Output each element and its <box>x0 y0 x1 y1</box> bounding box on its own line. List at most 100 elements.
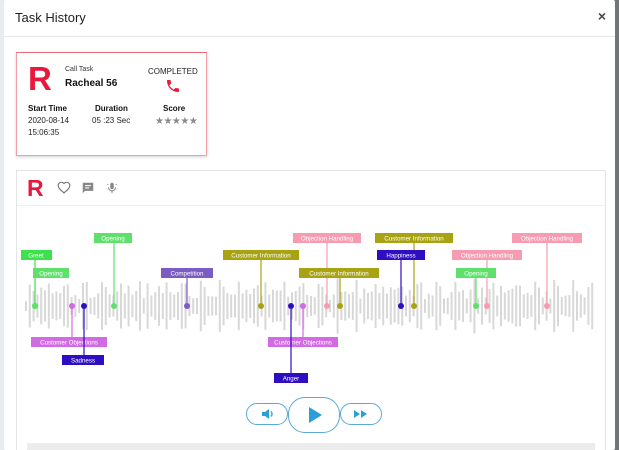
waveform-bar <box>306 294 309 318</box>
waveform-bar <box>427 293 430 319</box>
tag-marker[interactable]: Customer Information <box>299 268 379 309</box>
waveform-bar <box>310 295 312 317</box>
waveform-timeline[interactable]: Greet Opening Opening Competition Customer I… <box>21 221 601 401</box>
tag-marker[interactable]: Customer Objections <box>268 303 338 347</box>
waveform-bar <box>378 292 381 320</box>
tag-marker[interactable]: Opening <box>456 268 496 309</box>
waveform-bar <box>420 282 423 330</box>
microphone-icon[interactable] <box>105 181 119 195</box>
tag-marker[interactable]: Customer Information <box>223 250 299 309</box>
tag-dot <box>32 303 38 309</box>
waveform-bar <box>150 295 153 317</box>
volume-button[interactable] <box>246 403 288 425</box>
heart-icon[interactable] <box>57 181 71 195</box>
tag-dot <box>81 303 87 309</box>
waveform-bar <box>44 290 46 322</box>
play-button[interactable] <box>288 397 340 433</box>
fast-forward-button[interactable] <box>340 403 382 425</box>
tag-label-bg <box>456 268 496 278</box>
waveform-bar <box>522 294 525 318</box>
tag-label: Customer Information <box>231 253 291 260</box>
waveform-bar <box>363 288 366 324</box>
tag-dot <box>411 303 417 309</box>
task-history-modal: Task History × R Call Task Racheal 56 CO… <box>4 0 615 450</box>
tag-marker[interactable]: Opening <box>32 268 69 309</box>
tag-dot <box>324 303 330 309</box>
waveform-bar <box>93 296 96 316</box>
waveform-bar <box>492 282 495 330</box>
waveform-bar <box>370 291 373 321</box>
tag-dot <box>544 303 550 309</box>
tag-marker[interactable]: Opening <box>94 233 132 309</box>
waveform-bar <box>241 293 244 319</box>
waveform-bar <box>264 282 267 330</box>
tag-marker[interactable]: Customer Objections <box>31 303 107 347</box>
waveform-bar <box>560 297 563 315</box>
tag-marker[interactable]: Anger <box>274 303 308 383</box>
call-summary-card: R Call Task Racheal 56 COMPLETED Start T… <box>16 52 207 156</box>
tag-label-bg <box>377 250 425 260</box>
tag-label: Opening <box>39 271 63 278</box>
tag-marker[interactable]: Competition <box>161 268 213 309</box>
waveform-bar <box>332 294 335 318</box>
tag-dot <box>398 303 404 309</box>
tag-label: Objection Handling <box>521 236 574 243</box>
tag-label-bg <box>31 337 107 347</box>
tag-marker[interactable]: Sadness <box>62 303 104 365</box>
waveform-bar <box>161 293 164 319</box>
tag-label: Competition <box>170 271 204 278</box>
waveform-bar <box>47 283 50 329</box>
close-button[interactable]: × <box>597 8 606 24</box>
panel-toolbar: R <box>17 171 605 206</box>
waveform-bar <box>120 283 122 329</box>
waveform-bar <box>51 293 54 319</box>
duration-label: Duration <box>95 104 128 113</box>
tag-marker[interactable]: Objection Handling <box>452 250 522 309</box>
start-date: 2020-08-14 <box>28 116 69 125</box>
waveform-bar <box>538 287 540 325</box>
comment-icon[interactable] <box>81 181 95 195</box>
waveform-bar <box>534 281 537 331</box>
task-type: Call Task <box>65 66 94 73</box>
waveform-bar <box>462 290 464 322</box>
tag-label: Opening <box>464 271 488 278</box>
waveform-bar <box>348 293 350 319</box>
waveform-bar <box>78 298 81 314</box>
waveform-bar <box>393 289 396 323</box>
waveform-bar <box>587 287 590 325</box>
waveform-bar <box>97 293 100 319</box>
waveform-bar <box>249 293 252 319</box>
tag-dot <box>288 303 294 309</box>
waveform-bar <box>192 298 195 314</box>
waveform-bar <box>515 285 518 327</box>
start-clock: 15:06:35 <box>28 128 60 137</box>
tag-marker[interactable]: Happiness <box>377 250 425 309</box>
waveform-bar <box>446 297 449 315</box>
tag-label-bg <box>223 250 299 260</box>
waveform-bar <box>511 288 514 324</box>
waveform-bar <box>405 295 407 317</box>
waveform-bar <box>503 292 506 320</box>
waveform-bars <box>25 278 594 334</box>
tag-dot <box>473 303 479 309</box>
waveform-bar <box>203 286 206 326</box>
tag-label-bg <box>268 337 338 347</box>
waveform-bar <box>294 291 297 321</box>
waveform-bar <box>553 279 556 333</box>
waveform-bar <box>158 286 160 326</box>
waveform-bar <box>439 286 442 326</box>
waveform-bar <box>28 284 31 328</box>
waveform-bar <box>389 287 392 325</box>
waveform-bar <box>416 283 419 329</box>
waveform-bar <box>234 294 236 318</box>
waveform-bar <box>230 294 233 318</box>
waveform-bar <box>116 291 119 321</box>
waveform-bar <box>199 280 202 332</box>
tag-dot <box>184 303 190 309</box>
tag-label-bg <box>274 373 308 383</box>
tag-marker[interactable]: Objection Handling <box>512 233 582 309</box>
waveform-bar <box>135 290 138 322</box>
waveform-bar <box>268 294 271 318</box>
waveform-bar <box>25 301 27 311</box>
waveform-bar <box>507 290 510 322</box>
